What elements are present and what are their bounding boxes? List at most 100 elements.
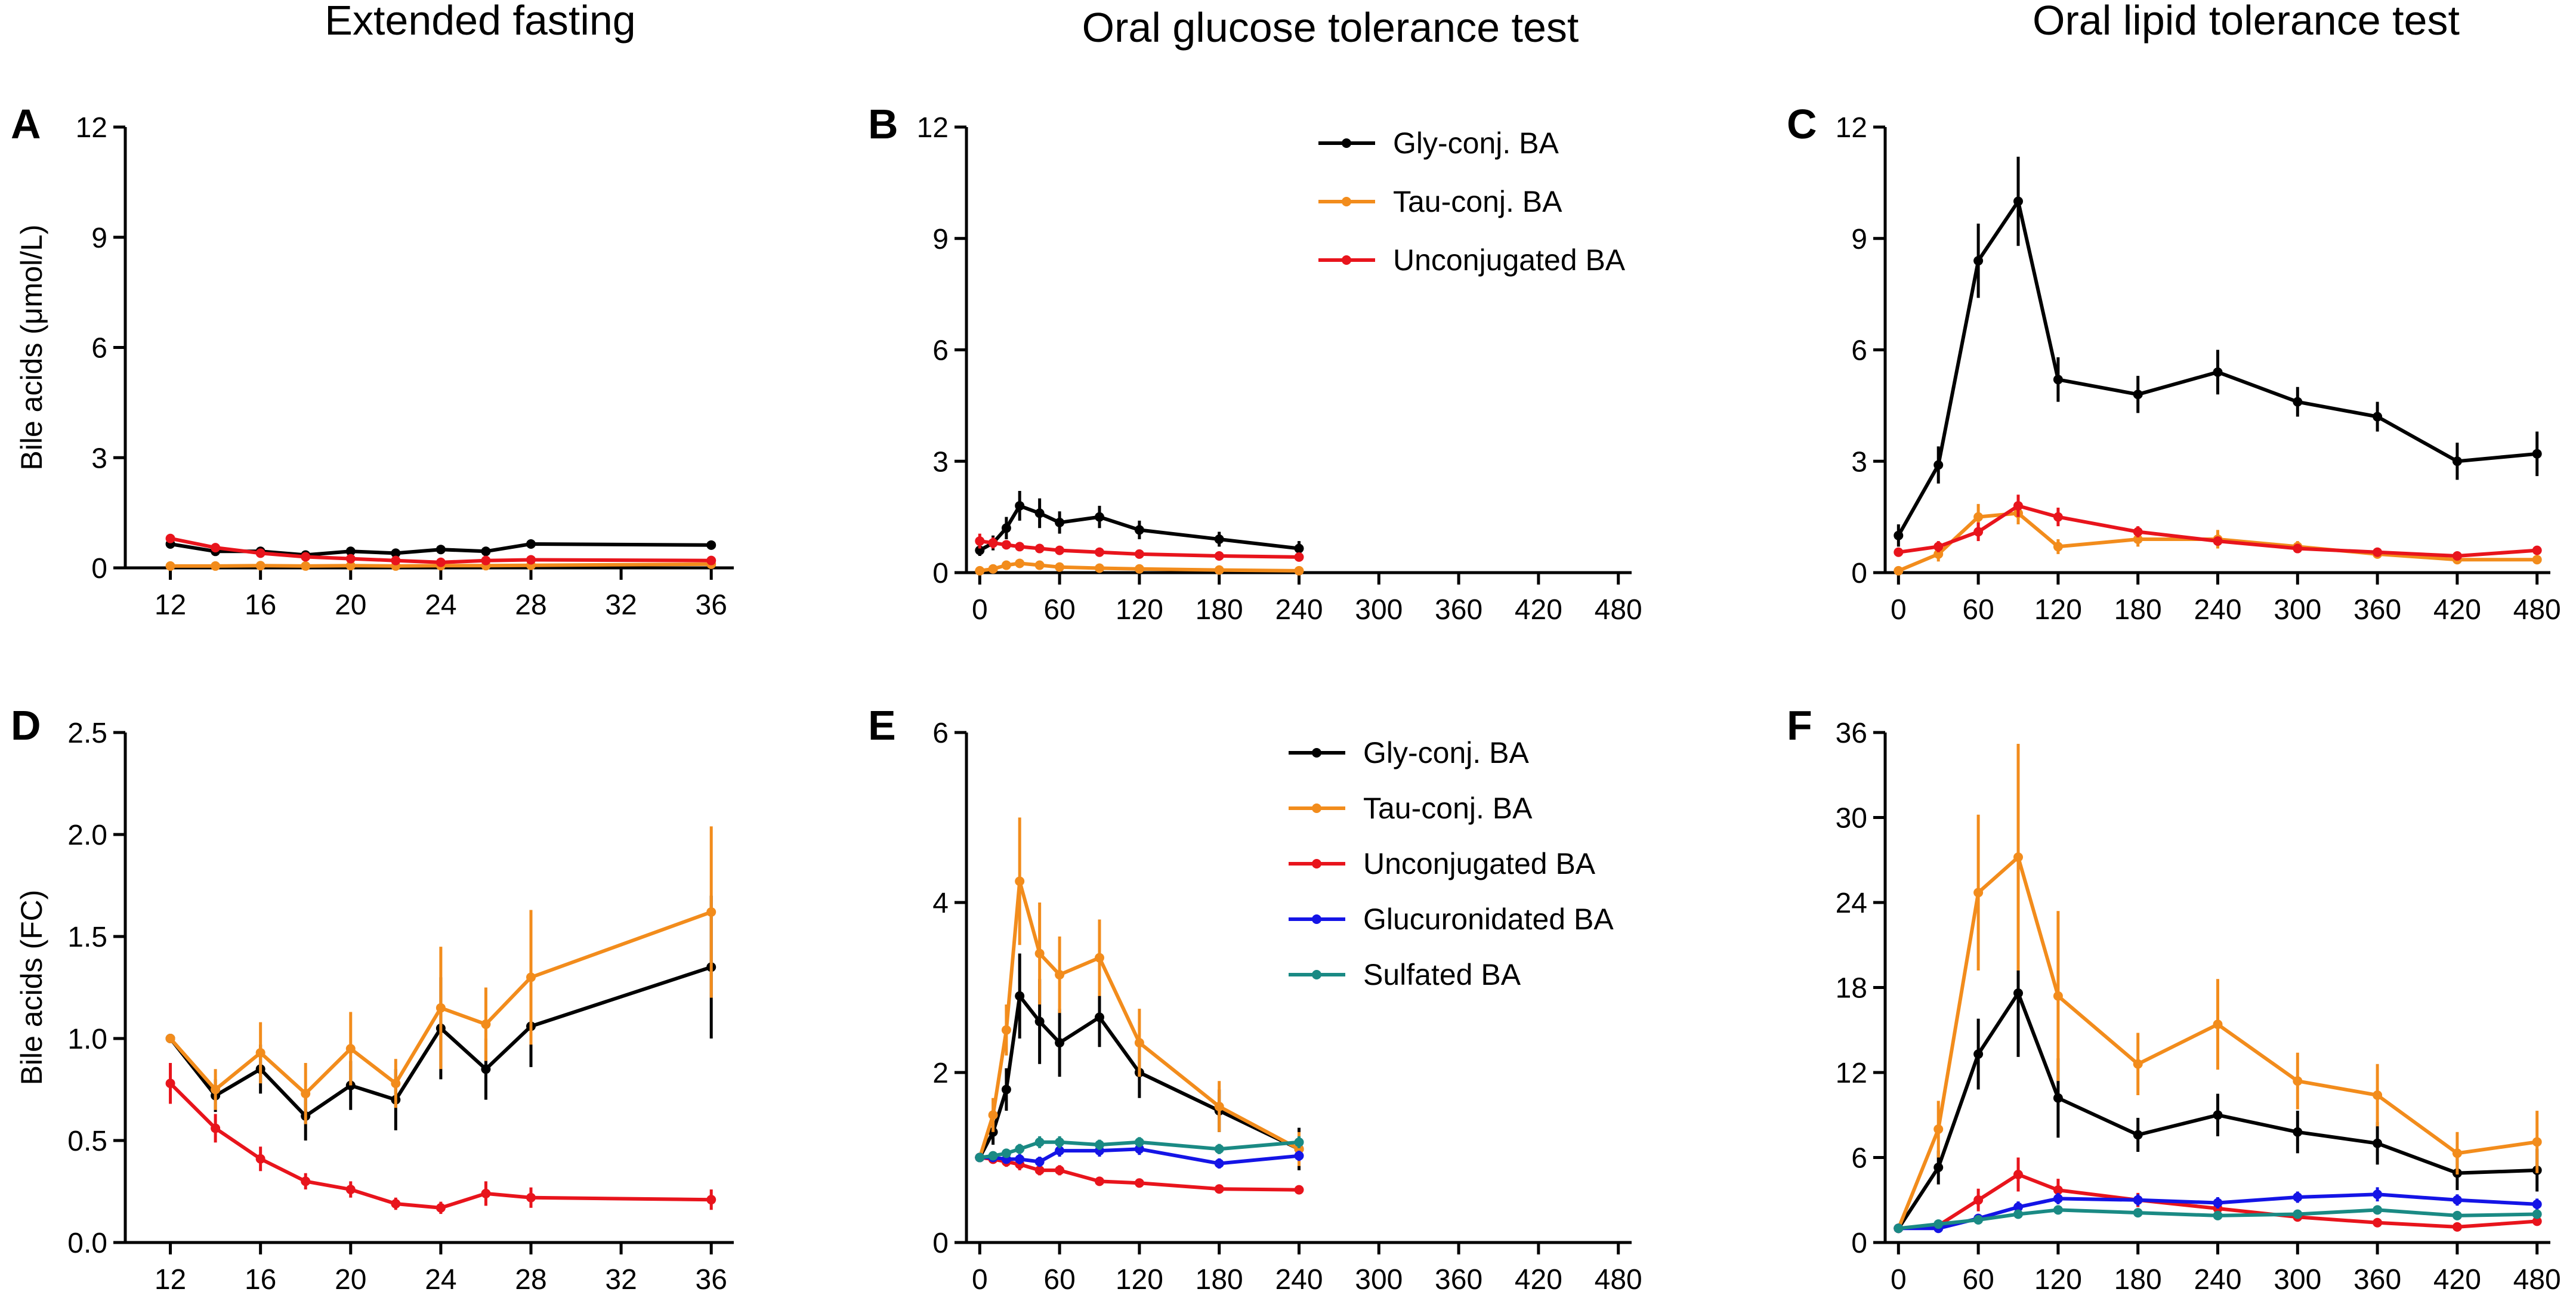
data-point (1034, 948, 1045, 959)
data-point (706, 907, 716, 917)
y-tick-label: 24 (1836, 888, 1867, 919)
legend-label: Tau-conj. BA (1393, 185, 1562, 218)
data-point (1214, 565, 1224, 575)
series-unconjugated-ba (1894, 494, 2542, 561)
x-tick-label: 0 (972, 594, 988, 626)
series-unconjugated-ba (975, 533, 1304, 562)
legend-swatch-marker (1342, 197, 1351, 206)
x-tick-label: 0 (1891, 594, 1907, 626)
data-point (1933, 549, 1944, 559)
data-point (1015, 991, 1025, 1001)
x-tick-label: 300 (1355, 1264, 1403, 1295)
x-tick-label: 60 (1043, 594, 1075, 626)
series-tau-conj-ba (165, 826, 716, 1124)
data-point (2053, 1185, 2063, 1195)
data-point (255, 1047, 265, 1058)
x-tick-label: 28 (515, 1264, 546, 1295)
series-line (169, 965, 712, 1118)
series-line (979, 1155, 1299, 1192)
data-point (1294, 1144, 1304, 1154)
data-point (706, 540, 716, 550)
x-tick-label: 420 (2433, 1264, 2481, 1295)
data-point (1034, 508, 1045, 518)
data-point (2293, 1192, 2303, 1202)
x-tick-label: 180 (1196, 1264, 1243, 1295)
data-point (1294, 552, 1304, 562)
y-tick-label: 12 (917, 112, 949, 144)
data-point (1973, 1215, 1984, 1225)
data-point (1973, 888, 1984, 898)
data-point (526, 539, 536, 549)
series-line (978, 504, 1299, 552)
data-point (1095, 1176, 1104, 1186)
data-point (1973, 527, 1984, 537)
data-point (2373, 1090, 2383, 1100)
data-point (988, 564, 998, 574)
y-tick-label: 0 (932, 1228, 949, 1259)
data-point (2373, 1138, 2383, 1148)
series-tau-conj-ba (975, 558, 1304, 576)
x-tick-label: 480 (1595, 1264, 1642, 1295)
data-point (1894, 1223, 1904, 1234)
data-point (301, 1089, 311, 1099)
x-tick-label: 36 (696, 589, 727, 621)
x-tick-label: 12 (155, 1264, 186, 1295)
data-point (345, 1044, 356, 1054)
data-point (1973, 1049, 1984, 1059)
data-point (2452, 1195, 2462, 1205)
data-point (2053, 512, 2063, 522)
data-point (2213, 536, 2223, 546)
x-tick-label: 420 (2433, 594, 2481, 626)
y-tick-label: 0.0 (67, 1228, 107, 1259)
data-point (1001, 1084, 1011, 1095)
data-point (435, 557, 446, 567)
data-point (255, 548, 265, 558)
data-point (1055, 545, 1065, 555)
data-point (1034, 1157, 1045, 1167)
x-tick-label: 0 (972, 1264, 988, 1295)
data-point (301, 561, 311, 571)
data-point (255, 561, 265, 571)
data-point (2213, 367, 2223, 377)
y-tick-label: 3 (91, 443, 107, 474)
x-tick-label: 20 (335, 1264, 366, 1295)
legend-swatch-marker (1342, 138, 1351, 148)
data-point (1134, 525, 1144, 535)
legend-swatch-marker (1312, 970, 1321, 979)
data-point (1034, 1165, 1045, 1175)
x-tick-label: 120 (2034, 594, 2082, 626)
data-point (2532, 1209, 2542, 1219)
x-tick-label: 180 (2114, 594, 2162, 626)
panel-letter: B (868, 101, 898, 147)
legend-label: Glucuronidated BA (1363, 903, 1614, 936)
data-point (975, 565, 985, 576)
y-tick-label: 6 (932, 718, 949, 749)
y-tick-label: 2.0 (67, 820, 107, 851)
data-point (2213, 1110, 2223, 1120)
data-point (345, 546, 356, 557)
data-point (1095, 512, 1104, 522)
data-point (2053, 542, 2063, 552)
legend-swatch-marker (1342, 255, 1351, 265)
data-point (1055, 1146, 1065, 1156)
data-point (2053, 1194, 2063, 1204)
data-point (2133, 390, 2143, 400)
legend-label: Tau-conj. BA (1363, 792, 1533, 825)
data-point (1294, 1137, 1304, 1147)
data-point (435, 545, 446, 555)
data-point (2293, 397, 2303, 407)
data-point (2532, 1216, 2542, 1226)
y-tick-label: 1.0 (67, 1024, 107, 1055)
data-point (1894, 547, 1904, 557)
panel-letter: F (1787, 702, 1812, 749)
data-point (481, 1019, 491, 1030)
data-point (211, 1123, 221, 1133)
data-point (1933, 1219, 1944, 1229)
data-point (1214, 1184, 1224, 1194)
x-tick-label: 360 (1435, 594, 1482, 626)
x-tick-label: 16 (245, 589, 276, 621)
data-point (706, 1195, 716, 1205)
x-tick-label: 20 (335, 589, 366, 621)
